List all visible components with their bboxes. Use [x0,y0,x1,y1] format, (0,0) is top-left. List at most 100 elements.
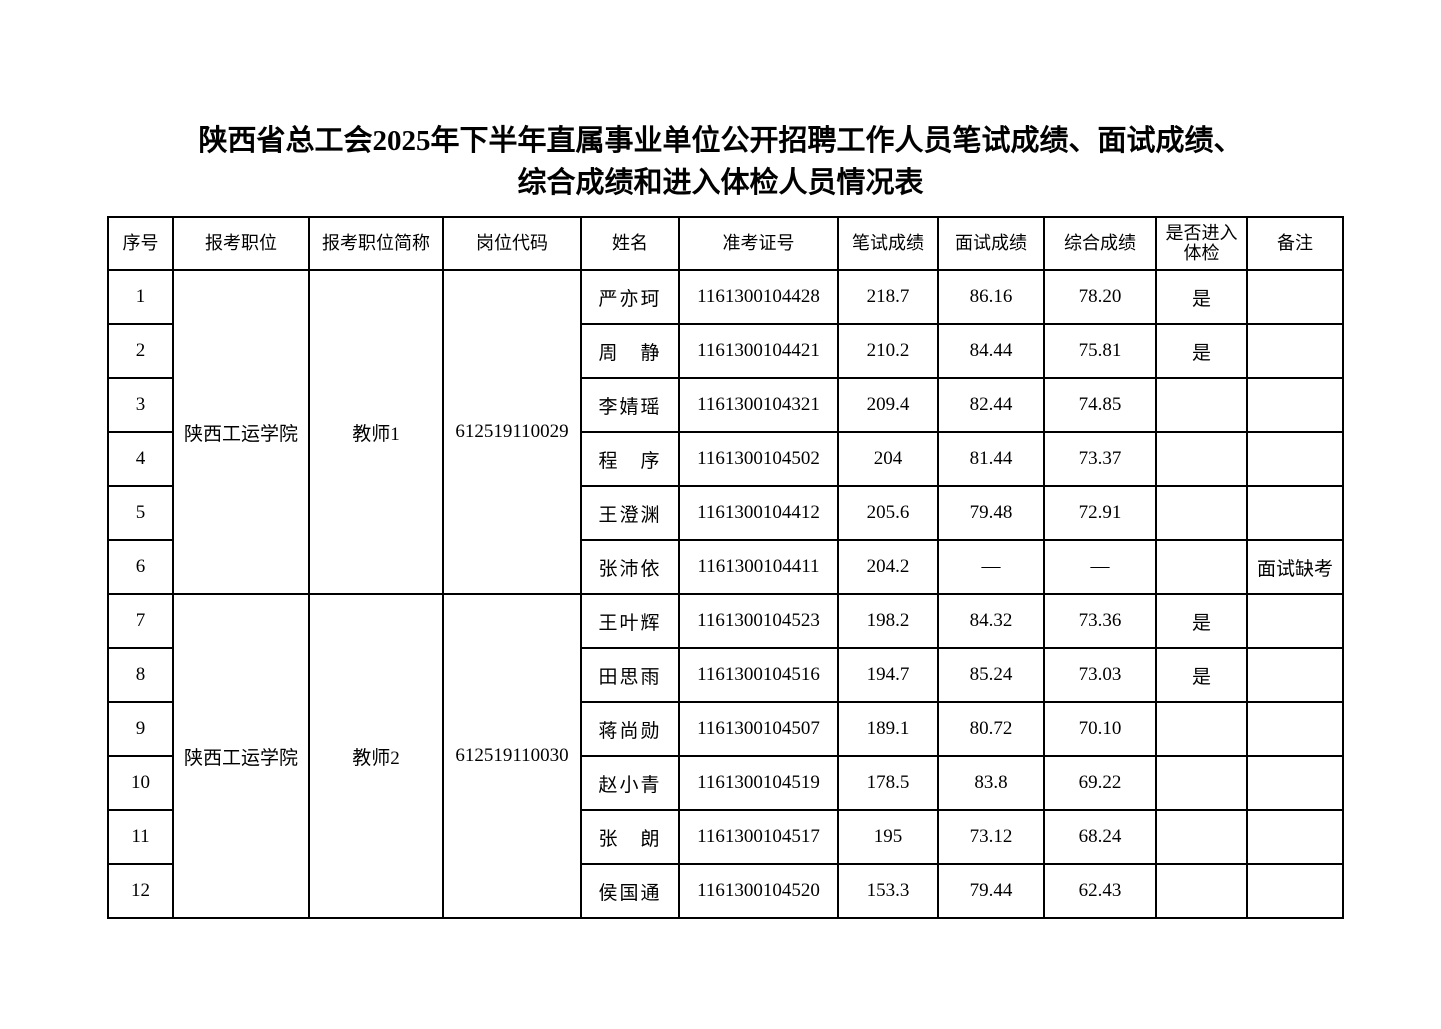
table-row: 11 张 朗 1161300104517 195 73.12 68.24 [107,809,1344,865]
physical-exam-cell [1155,431,1248,487]
total-score-cell: 70.10 [1043,701,1157,757]
interview-score-cell: 81.44 [937,431,1045,487]
table-row: 6 张沛依 1161300104411 204.2— — 面试缺考 [107,539,1344,595]
physical-exam-cell: 是 [1155,269,1248,325]
name-cell: 王叶辉 [580,593,680,649]
table-row: 5 王澄渊 1161300104412 205.6 79.48 72.91 [107,485,1344,541]
written-score-cell: 205.6 [837,485,939,541]
row-number-cell: 4 [107,431,174,487]
note-cell [1246,755,1344,811]
name-cell: 程 序 [580,431,680,487]
position-cell: 陕西工运学院 [172,593,310,919]
column-header: 是否进入 体检 [1155,216,1248,271]
written-score-cell: 153.3 [837,863,939,919]
physical-exam-cell: 是 [1155,593,1248,649]
table-row: 12 侯国通 1161300104520 153.3 79.44 62.43 [107,863,1344,919]
admission-id-cell: 1161300104428 [678,269,839,325]
row-number-cell: 8 [107,647,174,703]
position-code-cell: 612519110029 [442,269,582,595]
total-score-cell: 73.03 [1043,647,1157,703]
written-score-cell: 194.7 [837,647,939,703]
document-title-line-1: 陕西省总工会2025年下半年直属事业单位公开招聘工作人员笔试成绩、面试成绩、 [198,125,1243,157]
table-row: 3 李婧瑶 1161300104321 209.4 82.44 74.85 [107,377,1344,433]
note-cell [1246,485,1344,541]
table-row: 7 陕西工运学院 教师2 612519110030 王叶辉 1161300104523 19… [107,593,1344,919]
interview-score-cell: 85.24 [937,647,1045,703]
total-score-cell: — [1043,539,1157,595]
interview-score-cell: 82.44 [937,377,1045,433]
column-header: 准考证号 [678,216,839,271]
note-cell: 面试缺考 [1246,539,1344,595]
physical-exam-cell [1155,377,1248,433]
interview-score-cell: 80.72 [937,701,1045,757]
written-score-cell: 178.5 [837,755,939,811]
position-short-cell: 教师2 [308,593,444,919]
table-row: 4 程 序 1161300104502 204 81.44 73.37 [107,431,1344,487]
interview-score-cell: 86.16 [937,269,1045,325]
physical-exam-cell: 是 [1155,647,1248,703]
row-number-cell: 11 [107,809,174,865]
admission-id-cell: 1161300104519 [678,755,839,811]
written-score-cell: 204 [837,431,939,487]
row-number-cell: 12 [107,863,174,919]
total-score-cell: 72.91 [1043,485,1157,541]
name-cell: 李婧瑶 [580,377,680,433]
table-row: 9 蒋尚勋 1161300104507 189.1 80.72 70.10 [107,701,1344,757]
note-cell [1246,323,1344,379]
note-cell [1246,377,1344,433]
column-header: 报考职位简称 [308,216,444,271]
physical-exam-cell [1155,863,1248,919]
note-cell [1246,809,1344,865]
written-score-cell: 198.2 [837,593,939,649]
column-header: 综合成绩 [1043,216,1157,271]
admission-id-cell: 1161300104520 [678,863,839,919]
physical-exam-cell [1155,539,1248,595]
row-number-cell: 2 [107,323,174,379]
physical-exam-cell [1155,485,1248,541]
column-header: 笔试成绩 [837,216,939,271]
note-cell [1246,647,1344,703]
name-cell: 侯国通 [580,863,680,919]
name-cell: 张沛依 [580,539,680,595]
name-cell: 蒋尚勋 [580,701,680,757]
interview-score-cell: 84.32 [937,593,1045,649]
admission-id-cell: 1161300104523 [678,593,839,649]
position-cell: 陕西工运学院 [172,269,310,595]
name-cell: 王澄渊 [580,485,680,541]
admission-id-cell: 1161300104321 [678,377,839,433]
admission-id-cell: 1161300104507 [678,701,839,757]
total-score-cell: 73.37 [1043,431,1157,487]
name-cell: 严亦珂 [580,269,680,325]
total-score-cell: 74.85 [1043,377,1157,433]
admission-id-cell: 1161300104502 [678,431,839,487]
total-score-cell: 68.24 [1043,809,1157,865]
name-cell: 周 静 [580,323,680,379]
table-row: 10 赵小青 1161300104519 178.5 83.8 69.22 [107,755,1344,811]
interview-score-cell: — [937,539,1045,595]
name-cell: 田思雨 [580,647,680,703]
written-score-cell: 210.2 [837,323,939,379]
interview-score-cell: 73.12 [937,809,1045,865]
admission-id-cell: 1161300104411 [678,539,839,595]
row-number-cell: 7 [107,593,174,649]
table-row: 1 陕西工运学院 教师1 612519110029 严亦珂 1161300104428 21… [107,269,1344,595]
note-cell [1246,701,1344,757]
column-header: 岗位代码 [442,216,582,271]
total-score-cell: 69.22 [1043,755,1157,811]
name-cell: 张 朗 [580,809,680,865]
admission-id-cell: 1161300104412 [678,485,839,541]
row-number-cell: 5 [107,485,174,541]
total-score-cell: 78.20 [1043,269,1157,325]
note-cell [1246,863,1344,919]
physical-exam-cell [1155,809,1248,865]
interview-score-cell: 84.44 [937,323,1045,379]
table-row: 8 田思雨 1161300104516 194.7 85.24 73.03 是 [107,647,1344,703]
interview-score-cell: 79.48 [937,485,1045,541]
total-score-cell: 73.36 [1043,593,1157,649]
column-header: 面试成绩 [937,216,1045,271]
total-score-cell: 75.81 [1043,323,1157,379]
admission-id-cell: 1161300104421 [678,323,839,379]
document-title-line-2: 综合成绩和进入体检人员情况表 [517,167,924,199]
physical-exam-cell: 是 [1155,323,1248,379]
row-number-cell: 10 [107,755,174,811]
